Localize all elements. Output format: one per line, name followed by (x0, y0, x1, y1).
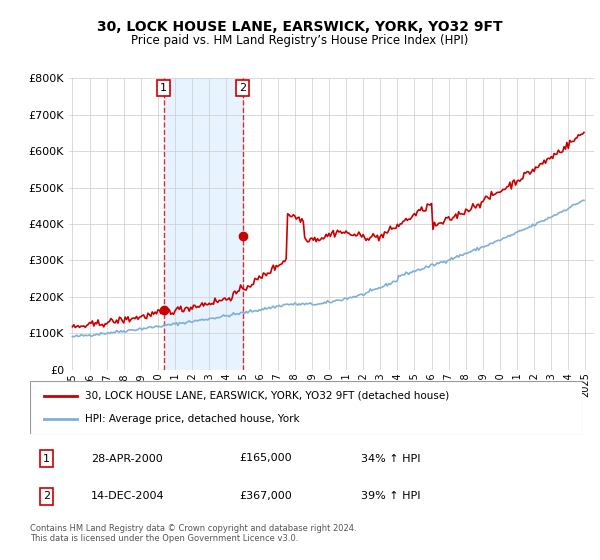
Text: 2: 2 (43, 491, 50, 501)
Bar (164, 78, 243, 370)
Text: Contains HM Land Registry data © Crown copyright and database right 2024.
This d: Contains HM Land Registry data © Crown c… (30, 524, 356, 543)
Text: 2: 2 (239, 83, 247, 93)
Text: HPI: Average price, detached house, York: HPI: Average price, detached house, York (85, 414, 300, 424)
Text: 28-APR-2000: 28-APR-2000 (91, 454, 163, 464)
Text: 1: 1 (160, 83, 167, 93)
Text: 30, LOCK HOUSE LANE, EARSWICK, YORK, YO32 9FT (detached house): 30, LOCK HOUSE LANE, EARSWICK, YORK, YO3… (85, 391, 449, 401)
Text: £367,000: £367,000 (240, 491, 293, 501)
Text: 39% ↑ HPI: 39% ↑ HPI (361, 491, 421, 501)
FancyBboxPatch shape (30, 381, 582, 434)
Text: £165,000: £165,000 (240, 454, 292, 464)
Text: 30, LOCK HOUSE LANE, EARSWICK, YORK, YO32 9FT: 30, LOCK HOUSE LANE, EARSWICK, YORK, YO3… (97, 20, 503, 34)
Text: 1: 1 (43, 454, 50, 464)
Text: 14-DEC-2004: 14-DEC-2004 (91, 491, 164, 501)
Text: 34% ↑ HPI: 34% ↑ HPI (361, 454, 421, 464)
Text: Price paid vs. HM Land Registry’s House Price Index (HPI): Price paid vs. HM Land Registry’s House … (131, 34, 469, 46)
